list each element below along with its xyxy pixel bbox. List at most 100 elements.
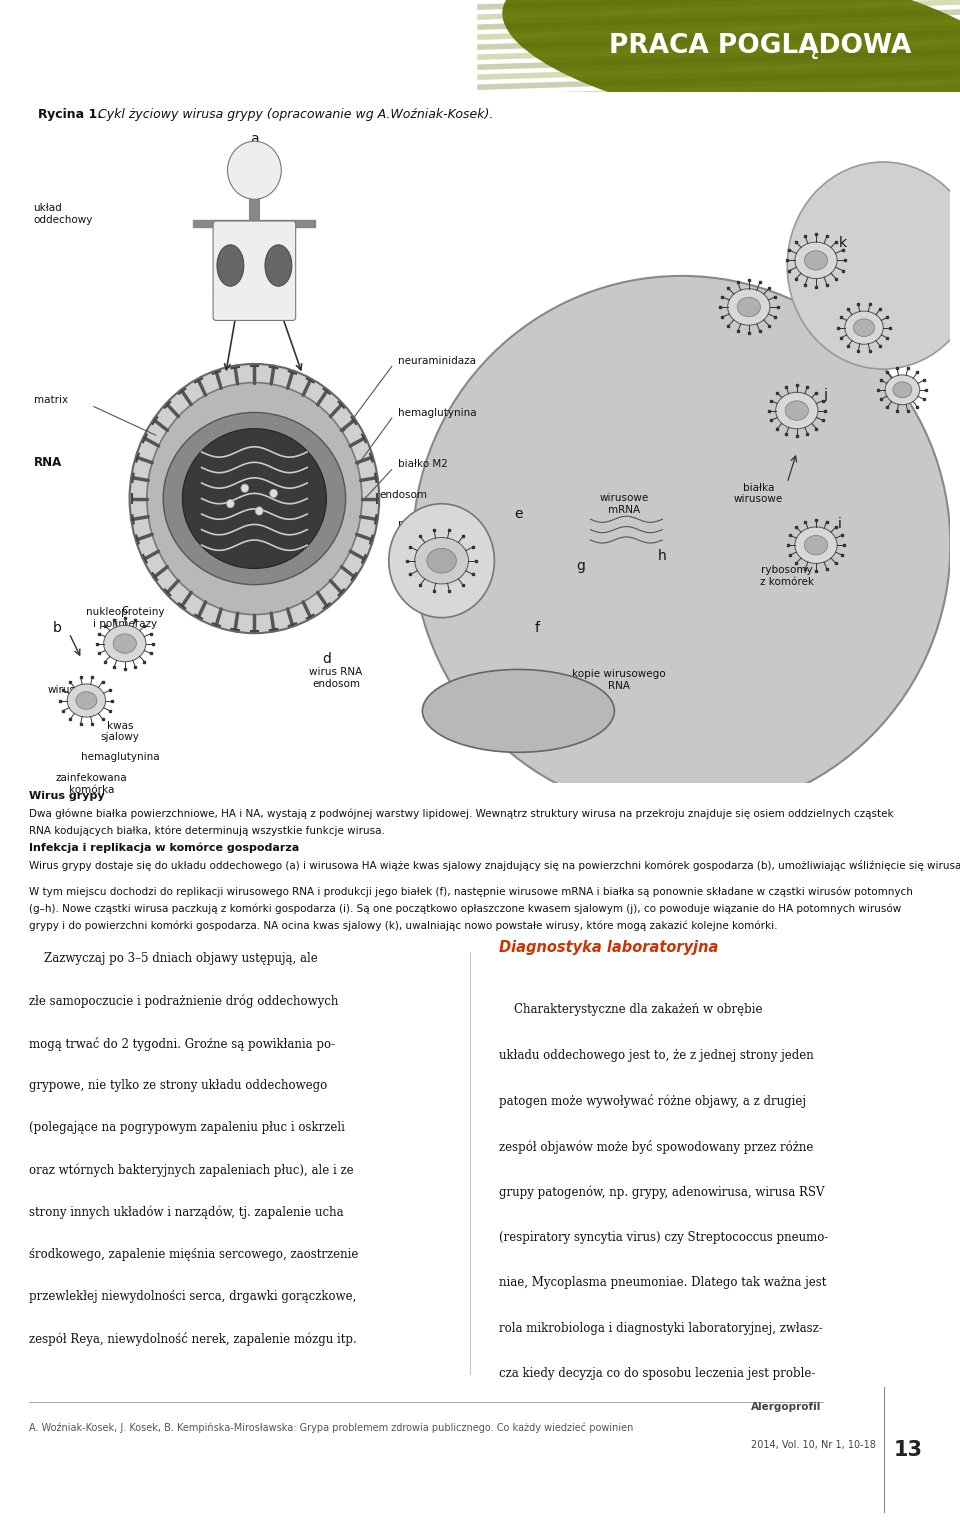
Text: endosom: endosom — [379, 490, 427, 501]
Text: c: c — [121, 602, 129, 616]
Text: zainfekowana
komórka: zainfekowana komórka — [56, 773, 127, 794]
Ellipse shape — [163, 413, 346, 585]
Text: h: h — [658, 548, 667, 562]
Text: Zazwyczaj po 3–5 dniach objawy ustępują, ale: Zazwyczaj po 3–5 dniach objawy ustępują,… — [29, 952, 318, 965]
Ellipse shape — [413, 276, 950, 814]
Text: (polegające na pogrypowym zapaleniu płuc i oskrzeli: (polegające na pogrypowym zapaleniu płuc… — [29, 1121, 345, 1134]
Ellipse shape — [845, 312, 883, 344]
Ellipse shape — [422, 670, 614, 753]
Text: wirusowe
mRNA: wirusowe mRNA — [599, 493, 649, 515]
Text: Charakterystyczne dla zakażeń w obrębie: Charakterystyczne dla zakażeń w obrębie — [499, 1003, 762, 1015]
Text: przewlekłej niewydolności serca, drgawki gorączkowe,: przewlekłej niewydolności serca, drgawki… — [29, 1290, 356, 1303]
Ellipse shape — [804, 536, 828, 554]
Text: Diagnostyka laboratoryjna: Diagnostyka laboratoryjna — [499, 940, 719, 955]
Text: b: b — [53, 621, 62, 634]
Text: wirus grypy: wirus grypy — [213, 290, 296, 303]
Text: A. Woźniak-Kosek, J. Kosek, B. Kempińska-Mirosławska: Grypa problemem zdrowia pu: A. Woźniak-Kosek, J. Kosek, B. Kempińska… — [29, 1422, 634, 1433]
Text: kopie wirusowego
RNA: kopie wirusowego RNA — [572, 670, 666, 691]
Text: zespół Reya, niewydolność nerek, zapalenie mózgu itp.: zespół Reya, niewydolność nerek, zapalen… — [29, 1332, 356, 1347]
Ellipse shape — [893, 382, 912, 398]
Circle shape — [130, 364, 379, 633]
Text: j: j — [824, 389, 828, 402]
Text: hemaglutynina: hemaglutynina — [398, 407, 477, 418]
Text: układ
oddechowy: układ oddechowy — [34, 203, 93, 224]
Text: białka
wirusowe: białka wirusowe — [733, 482, 783, 504]
Ellipse shape — [795, 527, 837, 564]
Ellipse shape — [265, 244, 292, 286]
Ellipse shape — [728, 289, 770, 326]
Ellipse shape — [785, 401, 808, 421]
Ellipse shape — [67, 684, 106, 717]
Text: złe samopoczucie i podrażnienie dróg oddechowych: złe samopoczucie i podrażnienie dróg odd… — [29, 995, 338, 1008]
Text: grypy i do powierzchni komórki gospodarza. NA ocina kwas sjalowy (k), uwalniając: grypy i do powierzchni komórki gospodarz… — [29, 920, 778, 931]
Text: Cykl życiowy wirusa grypy (opracowanie wg A.Woźniak-Kosek).: Cykl życiowy wirusa grypy (opracowanie w… — [94, 108, 493, 121]
Text: Dwa główne białka powierzchniowe, HA i NA, wystają z podwójnej warstwy lipidowej: Dwa główne białka powierzchniowe, HA i N… — [29, 808, 894, 819]
Text: Wirus grypy dostaje się do układu oddechowego (a) i wirusowa HA wiąże kwas sjalo: Wirus grypy dostaje się do układu oddech… — [29, 860, 960, 871]
Circle shape — [270, 490, 277, 498]
Circle shape — [147, 382, 362, 614]
Text: układu oddechowego jest to, że z jednej strony jeden: układu oddechowego jest to, że z jednej … — [499, 1049, 814, 1061]
Text: Rycina 1.: Rycina 1. — [38, 108, 103, 121]
Text: (g–h). Nowe cząstki wirusa paczkują z komórki gospodarza (i). Są one początkowo : (g–h). Nowe cząstki wirusa paczkują z ko… — [29, 903, 901, 914]
Ellipse shape — [737, 298, 760, 316]
Ellipse shape — [787, 161, 960, 369]
Text: zespół objawów może być spowodowany przez różne: zespół objawów może być spowodowany prze… — [499, 1140, 813, 1154]
Text: Infekcja i replikacja w komórce gospodarza: Infekcja i replikacja w komórce gospodar… — [29, 843, 300, 854]
Ellipse shape — [104, 625, 146, 662]
Ellipse shape — [217, 244, 244, 286]
Ellipse shape — [76, 691, 97, 710]
Ellipse shape — [853, 319, 875, 336]
Text: Alergoprofil: Alergoprofil — [751, 1402, 821, 1412]
Text: środkowego, zapalenie mięśnia sercowego, zaostrzenie: środkowego, zapalenie mięśnia sercowego,… — [29, 1247, 358, 1261]
Text: e: e — [515, 507, 522, 521]
Circle shape — [227, 499, 234, 508]
Text: 2014, Vol. 10, Nr 1, 10-18: 2014, Vol. 10, Nr 1, 10-18 — [751, 1439, 876, 1450]
Text: 13: 13 — [893, 1439, 923, 1461]
Text: rybosomy
z komórek: rybosomy z komórek — [760, 565, 814, 587]
Text: nukleoproteiny
i polimerazy: nukleoproteiny i polimerazy — [85, 607, 164, 628]
Text: W tym miejscu dochodzi do replikacji wirusowego RNA i produkcji jego białek (f),: W tym miejscu dochodzi do replikacji wir… — [29, 886, 913, 897]
Text: grupy patogenów, np. grypy, adenowirusa, wirusa RSV: grupy patogenów, np. grypy, adenowirusa,… — [499, 1186, 825, 1198]
Text: rola mikrobiologa i diagnostyki laboratoryjnej, zwłasz-: rola mikrobiologa i diagnostyki laborato… — [499, 1321, 823, 1335]
Text: matrix: matrix — [34, 395, 68, 406]
Text: RNA: RNA — [34, 456, 61, 468]
Text: (respiratory syncytia virus) czy Streptococcus pneumo-: (respiratory syncytia virus) czy Strepto… — [499, 1230, 828, 1244]
Ellipse shape — [415, 538, 468, 584]
Text: f: f — [535, 621, 540, 634]
Text: d: d — [322, 653, 331, 667]
Ellipse shape — [804, 250, 828, 270]
Text: Wirus grypy: Wirus grypy — [29, 791, 105, 800]
FancyBboxPatch shape — [213, 221, 296, 321]
Text: jądro komórkowe: jądro komórkowe — [473, 705, 564, 716]
Text: neuraminidaza: neuraminidaza — [398, 356, 476, 366]
Ellipse shape — [427, 548, 456, 573]
Circle shape — [241, 484, 249, 493]
Text: neuraminidaza: neuraminidaza — [398, 519, 476, 530]
Text: mogą trwać do 2 tygodni. Groźne są powikłania po-: mogą trwać do 2 tygodni. Groźne są powik… — [29, 1037, 335, 1051]
Text: niae, Mycoplasma pneumoniae. Dlatego tak ważna jest: niae, Mycoplasma pneumoniae. Dlatego tak… — [499, 1276, 827, 1289]
Text: oraz wtórnych bakteryjnych zapaleniach płuc), ale i ze: oraz wtórnych bakteryjnych zapaleniach p… — [29, 1164, 353, 1177]
Circle shape — [389, 504, 494, 617]
Text: białko M2: białko M2 — [398, 459, 448, 470]
Ellipse shape — [776, 392, 818, 429]
Ellipse shape — [885, 375, 920, 404]
Text: cza kiedy decyzja co do sposobu leczenia jest proble-: cza kiedy decyzja co do sposobu leczenia… — [499, 1367, 816, 1381]
Text: strony innych układów i narządów, tj. zapalenie ucha: strony innych układów i narządów, tj. za… — [29, 1206, 344, 1220]
Ellipse shape — [795, 243, 837, 278]
Ellipse shape — [182, 429, 326, 568]
Text: kwas
sjalowy: kwas sjalowy — [101, 720, 139, 742]
Text: hemaglutynina: hemaglutynina — [81, 753, 159, 762]
Text: patogen może wywoływać różne objawy, a z drugiej: patogen może wywoływać różne objawy, a z… — [499, 1094, 806, 1107]
Circle shape — [255, 507, 263, 515]
Text: i: i — [838, 518, 842, 531]
Text: k: k — [839, 235, 847, 250]
Text: g: g — [576, 559, 586, 573]
Text: PRACA POGLĄDOWA: PRACA POGLĄDOWA — [609, 34, 911, 58]
Text: wirus RNA
endosom: wirus RNA endosom — [309, 667, 363, 688]
Text: grypowe, nie tylko ze strony układu oddechowego: grypowe, nie tylko ze strony układu odde… — [29, 1078, 327, 1092]
Ellipse shape — [113, 634, 136, 653]
Text: wirus: wirus — [48, 685, 76, 696]
Ellipse shape — [502, 0, 960, 134]
Circle shape — [228, 141, 281, 200]
Text: RNA kodujących białka, które determinują wszystkie funkcje wirusa.: RNA kodujących białka, które determinują… — [29, 825, 385, 836]
